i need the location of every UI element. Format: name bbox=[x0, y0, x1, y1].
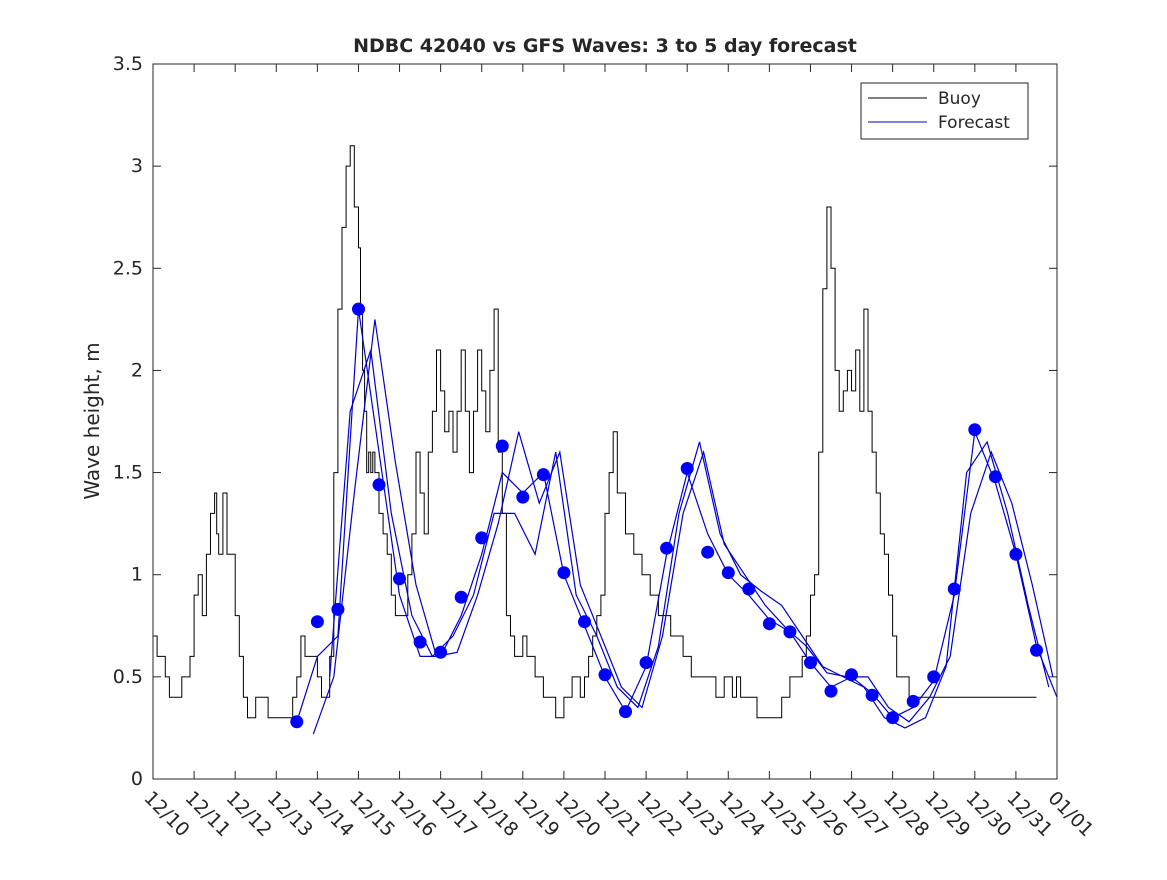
forecast-marker bbox=[721, 566, 735, 580]
forecast-markers bbox=[290, 302, 1043, 729]
forecast-marker bbox=[701, 545, 715, 559]
forecast-marker bbox=[742, 582, 756, 596]
forecast-marker bbox=[495, 439, 509, 453]
forecast-marker bbox=[886, 711, 900, 725]
forecast-marker bbox=[598, 668, 612, 682]
forecast-marker bbox=[804, 656, 817, 670]
forecast-marker bbox=[906, 694, 920, 708]
forecast-marker bbox=[434, 645, 448, 659]
legend-buoy-label: Buoy bbox=[938, 89, 981, 109]
legend-forecast-label: Forecast bbox=[938, 113, 1010, 133]
buoy-series bbox=[153, 145, 1037, 719]
forecast-marker bbox=[290, 715, 304, 729]
forecast-marker bbox=[639, 656, 653, 670]
forecast-marker bbox=[331, 602, 345, 616]
y-axis-label: Wave height, m bbox=[80, 342, 104, 499]
forecast-marker bbox=[516, 490, 530, 504]
y-tick-label: 0 bbox=[131, 768, 143, 790]
y-tick-label: 2 bbox=[131, 359, 143, 381]
forecast-marker bbox=[968, 423, 982, 437]
y-tick-label: 3.5 bbox=[113, 53, 143, 75]
forecast-line-3 bbox=[329, 349, 1050, 729]
y-axis-ticks: 0 0.5 1 1.5 2 2.5 3 3.5 bbox=[113, 53, 1057, 790]
forecast-marker bbox=[536, 468, 550, 482]
forecast-marker bbox=[619, 705, 632, 719]
forecast-marker bbox=[660, 541, 674, 555]
forecast-marker bbox=[372, 478, 386, 492]
forecast-marker bbox=[352, 302, 365, 316]
y-tick-label: 0.5 bbox=[113, 666, 143, 688]
forecast-marker bbox=[762, 617, 776, 631]
forecast-marker bbox=[947, 582, 961, 596]
forecast-marker bbox=[680, 462, 694, 475]
forecast-marker bbox=[783, 625, 797, 639]
forecast-marker bbox=[824, 684, 838, 698]
buoy-line bbox=[153, 145, 1037, 719]
forecast-marker bbox=[578, 615, 591, 629]
legend-box bbox=[860, 82, 1029, 140]
y-tick-label: 3 bbox=[131, 155, 143, 177]
forecast-marker bbox=[557, 566, 571, 580]
y-tick-label: 1.5 bbox=[113, 462, 143, 484]
y-tick-label: 1 bbox=[131, 564, 143, 586]
forecast-line-1 bbox=[296, 309, 1058, 722]
forecast-marker bbox=[1030, 643, 1043, 657]
plot-area bbox=[153, 64, 1057, 779]
forecast-marker bbox=[475, 531, 489, 545]
forecast-marker bbox=[845, 668, 858, 682]
forecast-marker bbox=[1009, 547, 1023, 561]
y-tick-label: 2.5 bbox=[113, 257, 143, 279]
forecast-marker bbox=[865, 688, 879, 702]
forecast-marker bbox=[988, 470, 1002, 484]
forecast-marker bbox=[393, 572, 406, 586]
chart-title: NDBC 42040 vs GFS Waves: 3 to 5 day fore… bbox=[353, 35, 857, 57]
forecast-marker bbox=[310, 615, 324, 629]
forecast-marker bbox=[927, 670, 941, 684]
forecast-marker bbox=[413, 635, 427, 649]
forecast-marker bbox=[454, 590, 468, 604]
legend: Buoy Forecast bbox=[860, 82, 1029, 140]
